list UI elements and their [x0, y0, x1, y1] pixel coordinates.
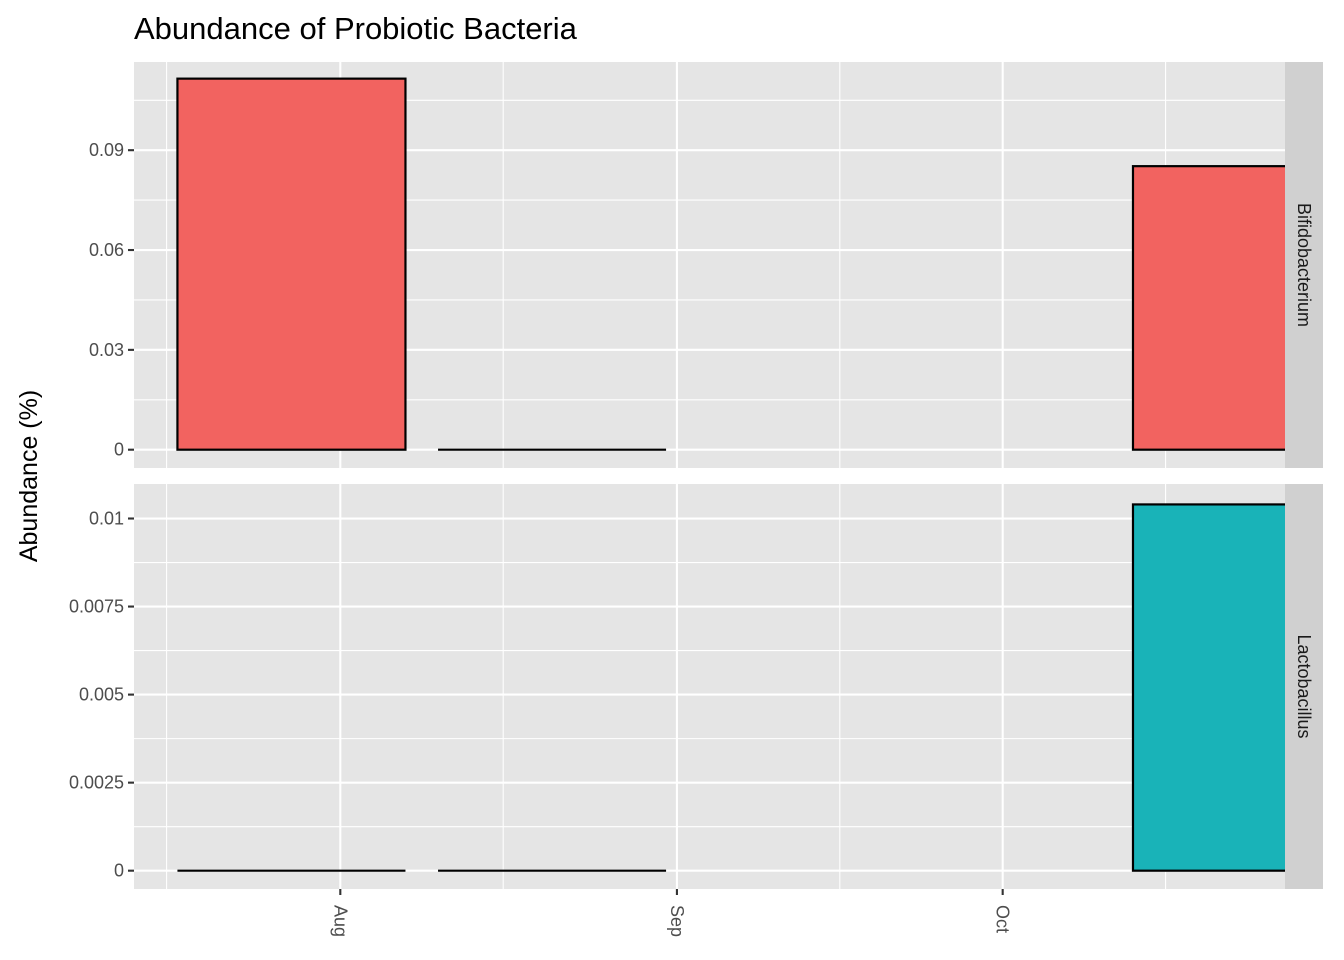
- facet-strip: [1285, 62, 1323, 468]
- facet-panels: 0 0.03 0.06 0.09 Bifidobacterium 0 0.0025 0.005…: [69, 62, 1323, 889]
- facet-strip-label: Lactobacillus: [1294, 634, 1314, 738]
- bar: [176, 77, 407, 451]
- facet-strip-label: Bifidobacterium: [1294, 203, 1314, 327]
- y-tick-label: 0: [114, 861, 124, 881]
- bar: [1131, 503, 1285, 872]
- y-tick-label: 0: [114, 440, 124, 460]
- facet-panel-lactobacillus: 0 0.0025 0.005 0.0075 0.01 Lactobacillus: [69, 484, 1323, 889]
- bar: [1131, 165, 1285, 451]
- x-tick-label: Oct: [993, 905, 1013, 933]
- y-tick-label: 0.0025: [69, 773, 124, 793]
- y-tick-label: 0.005: [79, 685, 124, 705]
- bars: [176, 77, 1285, 451]
- x-axis: Aug Sep Oct: [330, 889, 1013, 937]
- y-axis-label: Abundance (%): [15, 390, 43, 562]
- x-tick-label: Sep: [667, 905, 687, 937]
- facet-panel-bifidobacterium: 0 0.03 0.06 0.09 Bifidobacterium: [89, 62, 1323, 468]
- panel-background: [134, 484, 1285, 889]
- y-tick-label: 0.03: [89, 340, 124, 360]
- chart-title: Abundance of Probiotic Bacteria: [134, 11, 578, 46]
- x-tick-label: Aug: [330, 905, 350, 937]
- y-tick-label: 0.0075: [69, 597, 124, 617]
- y-tick-label: 0.06: [89, 240, 124, 260]
- facet-strip: [1285, 484, 1323, 889]
- y-tick-label: 0.09: [89, 140, 124, 160]
- y-tick-label: 0.01: [89, 509, 124, 529]
- bars: [177, 503, 1285, 872]
